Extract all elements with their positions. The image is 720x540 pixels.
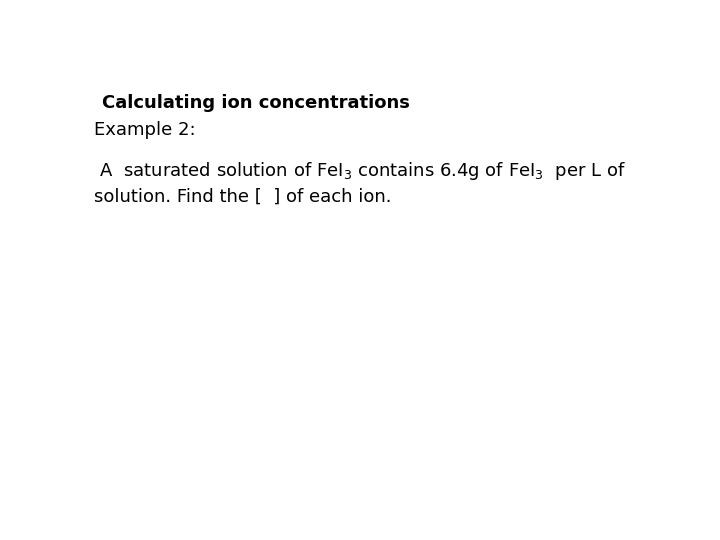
- Text: solution. Find the [  ] of each ion.: solution. Find the [ ] of each ion.: [94, 187, 392, 205]
- Text: Example 2:: Example 2:: [94, 121, 196, 139]
- Text: Calculating ion concentrations: Calculating ion concentrations: [102, 94, 410, 112]
- Text: A  saturated solution of FeI$_3$ contains 6.4g of FeI$_3$  per L of: A saturated solution of FeI$_3$ contains…: [94, 160, 626, 183]
